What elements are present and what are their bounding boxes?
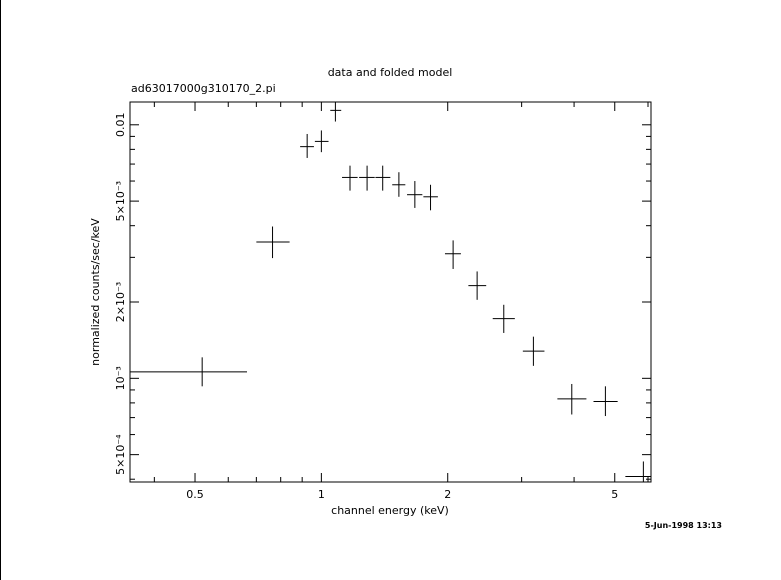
x-tick-label: 0.5	[186, 488, 204, 501]
x-tick-label: 2	[444, 488, 451, 501]
data-point	[342, 165, 358, 191]
data-point	[625, 461, 651, 482]
data-point	[407, 181, 423, 208]
y-tick-label: 10⁻³	[114, 366, 127, 390]
data-point	[314, 130, 329, 153]
data-point	[492, 304, 515, 333]
data-point	[444, 240, 461, 269]
data-point	[375, 165, 391, 191]
data-points	[130, 102, 651, 482]
data-point	[256, 226, 290, 259]
page-left-border	[0, 0, 1, 580]
y-axis-label: normalized counts/sec/keV	[89, 218, 102, 366]
plot-timestamp: 5-Jun-1998 13:13	[645, 521, 722, 530]
plot-frame	[129, 101, 652, 483]
data-point	[522, 336, 545, 366]
y-tick-label: 5×10⁻⁴	[114, 434, 127, 475]
x-tick-label: 5	[611, 488, 618, 501]
data-point	[423, 184, 438, 211]
data-point	[330, 102, 342, 122]
chart-subtitle: ad63017000g310170_2.pi	[131, 82, 276, 95]
y-tick-labels: 5×10⁻⁴ 10⁻³ 2×10⁻³ 5×10⁻³ 0.01	[114, 113, 127, 475]
data-point	[468, 271, 487, 300]
y-tick-label: 5×10⁻³	[114, 181, 127, 221]
data-point	[359, 165, 375, 191]
data-point	[557, 383, 587, 415]
x-tick-label: 1	[318, 488, 325, 501]
data-point	[593, 386, 618, 417]
data-point	[300, 133, 314, 158]
y-tick-label: 0.01	[114, 113, 127, 138]
y-tick-label: 2×10⁻³	[114, 282, 127, 322]
x-tick-labels: 0.5 1 2 5	[186, 488, 618, 501]
chart-title: data and folded model	[328, 66, 453, 79]
data-point	[392, 172, 406, 197]
x-axis-label: channel energy (keV)	[331, 504, 449, 517]
axis-ticks	[130, 102, 651, 482]
data-point	[130, 357, 248, 387]
